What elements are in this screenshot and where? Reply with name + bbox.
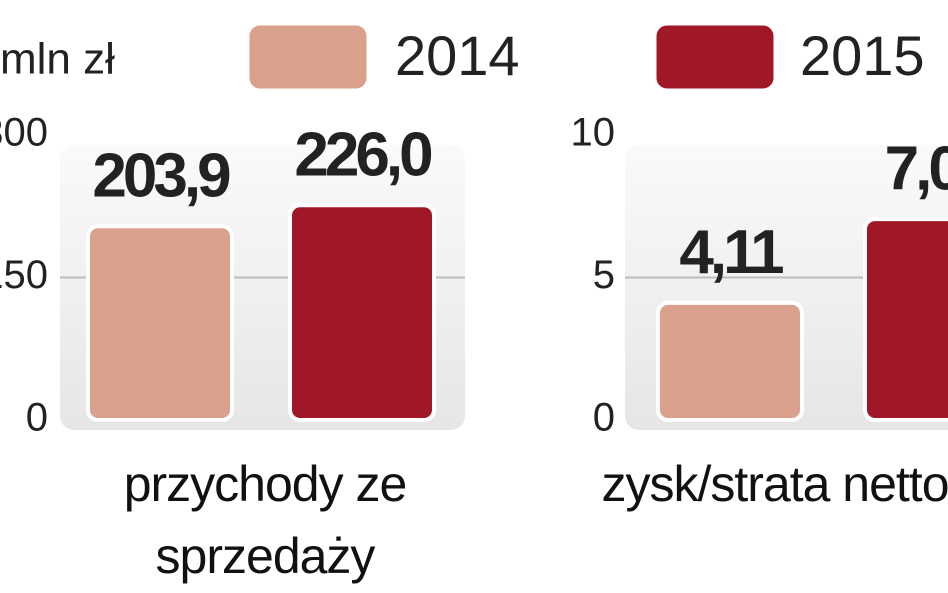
legend-label: 2014 bbox=[395, 24, 520, 87]
category-label: przychody ze sprzedaży bbox=[123, 456, 408, 584]
value-label: 4,11 bbox=[679, 218, 783, 287]
y-tick-label: 0 bbox=[593, 396, 615, 440]
legend-swatch bbox=[653, 22, 777, 92]
y-tick-label: 150 bbox=[0, 253, 48, 297]
bar bbox=[656, 300, 804, 422]
bar bbox=[863, 217, 948, 422]
value-label: 7,05 bbox=[885, 134, 948, 203]
y-tick-label: 300 bbox=[0, 111, 48, 155]
legend-label: 2015 bbox=[800, 24, 925, 87]
legend-swatch bbox=[246, 22, 370, 92]
value-label: 226,0 bbox=[294, 121, 431, 190]
value-label: 203,9 bbox=[92, 142, 230, 211]
y-tick-label: 10 bbox=[571, 111, 616, 155]
bar bbox=[86, 224, 234, 422]
y-tick-label: 0 bbox=[26, 396, 48, 440]
y-axis-unit: mln zł bbox=[0, 35, 115, 84]
bar bbox=[288, 203, 436, 422]
y-tick-label: 5 bbox=[593, 253, 615, 297]
category-label: zysk/strata netto bbox=[601, 456, 948, 512]
